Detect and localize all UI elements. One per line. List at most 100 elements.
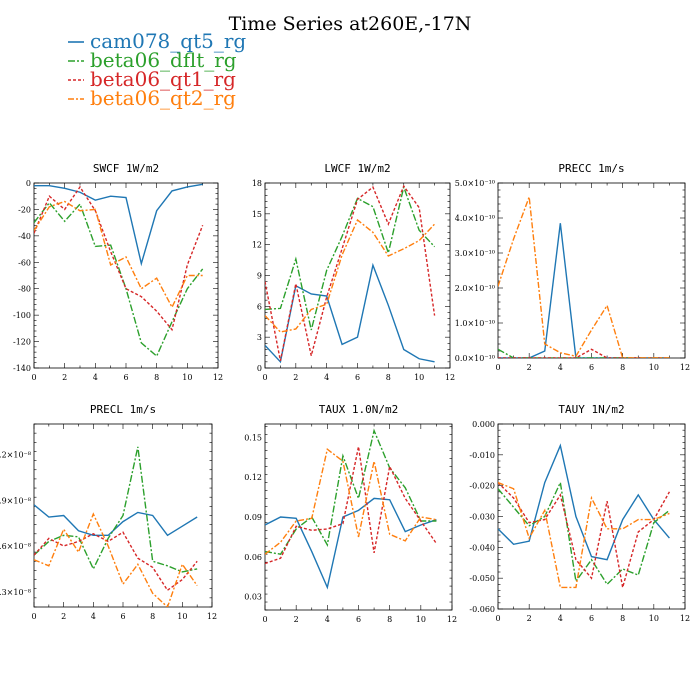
series-line-beta06_qt1_rg — [265, 184, 436, 361]
legend-label: beta06_qt1_rg — [90, 67, 236, 91]
x-tick-label: 6 — [355, 373, 360, 382]
x-tick-label: 4 — [558, 614, 563, 623]
y-tick-label: 0.03 — [244, 593, 262, 602]
y-tick-label: -40 — [18, 232, 31, 241]
series-line-cam078_qt5_rg — [265, 497, 437, 590]
series-line-beta06_dflt_rg — [265, 428, 437, 555]
y-tick-label: -20 — [18, 205, 31, 214]
chart-panel-4: PRECL 1m/s 0 2 4 6 8 10 12 0.3×10⁻⁸ 0.6×10⁻⁸ 0.9×1… — [0, 403, 217, 621]
y-tick-label: 0.15 — [244, 433, 262, 442]
y-tick-label: -120 — [13, 338, 31, 347]
y-tick-label: 0.000 — [472, 420, 495, 429]
x-tick-label: 12 — [680, 614, 690, 623]
series-line-cam078_qt5_rg — [34, 183, 203, 267]
x-tick-label: 4 — [93, 373, 98, 382]
x-tick-label: 4 — [324, 373, 329, 382]
y-tick-label: 0 — [257, 364, 262, 373]
y-tick-label: 15 — [252, 210, 262, 219]
x-tick-label: 8 — [620, 363, 625, 372]
x-tick-label: 0 — [495, 363, 500, 372]
y-tick-label: 9 — [257, 272, 262, 281]
x-tick-label: 0 — [262, 373, 267, 382]
y-tick-label: 5.0×10⁻¹⁰ — [455, 179, 495, 188]
x-tick-label: 8 — [620, 614, 625, 623]
x-tick-label: 2 — [61, 612, 66, 621]
y-tick-label: 3.0×10⁻¹⁰ — [455, 249, 495, 258]
legend-label: cam078_qt5_rg — [90, 29, 246, 53]
plot-frame — [497, 182, 686, 359]
plot-frame — [497, 423, 686, 610]
x-tick-label: 6 — [589, 614, 594, 623]
panels: SWCF 1W/m2 0 2 4 6 8 10 12 -140 -120 -100 -80 -60 -40… — [0, 162, 690, 624]
series-line-beta06_qt1_rg — [34, 531, 198, 592]
series-line-cam078_qt5_rg — [498, 223, 670, 358]
legend-label: beta06_qt2_rg — [90, 86, 236, 110]
x-tick-label: 2 — [293, 373, 298, 382]
x-tick-label: 6 — [589, 363, 594, 372]
legend-item: beta06_qt2_rg — [68, 86, 236, 110]
panel-title: TAUX 1.0N/m2 — [319, 403, 398, 416]
x-tick-label: 10 — [414, 373, 424, 382]
chart-panel-1: SWCF 1W/m2 0 2 4 6 8 10 12 -140 -120 -100 -80 -60 -40… — [13, 162, 223, 382]
y-tick-label: 12 — [252, 241, 262, 250]
series-line-cam078_qt5_rg — [265, 262, 435, 364]
chart-panel-2: LWCF 1W/m2 0 2 4 6 8 10 12 0 3 6 9 12 15 18 — [252, 162, 455, 382]
plot-frame — [264, 182, 451, 369]
y-tick-label: -0.010 — [469, 451, 495, 460]
series-line-beta06_qt2_rg — [498, 481, 670, 589]
chart-panel-3: PRECC 1m/s 0 2 4 6 8 10 12 0.0×10⁻¹⁰ 1.0×10⁻¹⁰ 2.0… — [455, 162, 690, 372]
panel-title: PRECL 1m/s — [90, 403, 156, 416]
plot-frame — [264, 423, 453, 611]
x-tick-label: 10 — [177, 612, 187, 621]
x-tick-label: 4 — [325, 615, 330, 624]
x-tick-label: 0 — [31, 612, 36, 621]
panel-title: TAUY 1N/m2 — [558, 403, 624, 416]
y-tick-label: 18 — [252, 179, 262, 188]
y-tick-label: 0.6×10⁻⁸ — [0, 542, 31, 551]
series-line-beta06_qt2_rg — [34, 200, 203, 309]
y-tick-label: -0.030 — [469, 513, 495, 522]
y-tick-label: 0.3×10⁻⁸ — [0, 588, 31, 597]
series-line-beta06_qt2_rg — [34, 512, 198, 607]
series-line-beta06_dflt_rg — [34, 201, 204, 358]
legend-item: beta06_dflt_rg — [68, 48, 237, 72]
x-tick-label: 8 — [387, 615, 392, 624]
y-tick-label: 0.0×10⁻¹⁰ — [455, 354, 495, 363]
x-tick-label: 8 — [386, 373, 391, 382]
y-tick-label: -80 — [18, 285, 31, 294]
x-tick-label: 6 — [120, 612, 125, 621]
chart-panel-5: TAUX 1.0N/m2 0 2 4 6 8 10 12 0.03 0.06 0.09 0.12 0.1… — [244, 403, 457, 624]
series-line-beta06_qt2_rg — [265, 218, 436, 333]
series-line-beta06_dflt_rg — [498, 480, 670, 586]
y-tick-label: -0.020 — [469, 482, 495, 491]
x-tick-label: 0 — [262, 615, 267, 624]
x-tick-label: 2 — [294, 615, 299, 624]
y-tick-label: 3 — [257, 333, 262, 342]
x-tick-label: 8 — [150, 612, 155, 621]
y-tick-label: 1.2×10⁻⁸ — [0, 451, 31, 460]
series-line-cam078_qt5_rg — [498, 443, 670, 561]
chart-panel-6: TAUY 1N/m2 0 2 4 6 8 10 12 -0.060 -0.050 -0.040 -0.… — [469, 403, 690, 623]
x-tick-label: 2 — [527, 614, 532, 623]
legend-item: beta06_qt1_rg — [68, 67, 236, 91]
panel-title: PRECC 1m/s — [558, 162, 624, 175]
series-line-beta06_qt1_rg — [498, 348, 670, 358]
panel-title: LWCF 1W/m2 — [324, 162, 390, 175]
x-tick-label: 2 — [527, 363, 532, 372]
x-tick-label: 0 — [31, 373, 36, 382]
x-tick-label: 6 — [356, 615, 361, 624]
y-tick-label: -0.040 — [469, 543, 495, 552]
x-tick-label: 10 — [182, 373, 192, 382]
legend-label: beta06_dflt_rg — [90, 48, 237, 72]
x-tick-label: 4 — [91, 612, 96, 621]
series-line-beta06_qt1_rg — [34, 185, 204, 332]
x-tick-label: 0 — [495, 614, 500, 623]
y-tick-label: 0.12 — [244, 473, 262, 482]
x-tick-label: 10 — [649, 363, 659, 372]
y-tick-label: -140 — [13, 364, 31, 373]
y-tick-label: -0.050 — [469, 574, 495, 583]
y-tick-label: 6 — [257, 302, 262, 311]
y-tick-label: 0 — [26, 179, 31, 188]
series-line-beta06_qt1_rg — [498, 482, 671, 588]
